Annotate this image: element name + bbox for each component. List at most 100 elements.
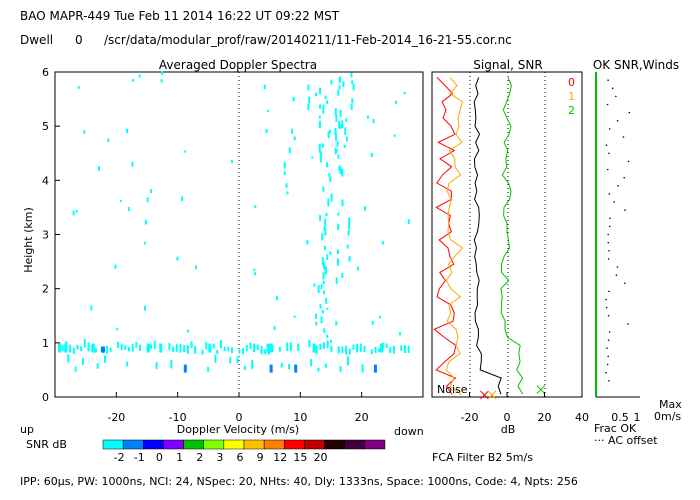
spectra-cell	[186, 329, 189, 333]
spectra-cell	[98, 166, 101, 171]
doppler-y-tick-label: 4	[42, 174, 49, 187]
signal-x-ticks: -20 0 20 40	[461, 392, 589, 424]
spectra-cell	[186, 345, 189, 355]
spectra-cell	[288, 364, 291, 370]
ok-dot	[606, 103, 609, 106]
spectra-cell	[325, 212, 328, 217]
spectra-cell	[323, 328, 326, 334]
spectra-cell	[327, 131, 330, 139]
spectra-cell	[260, 345, 263, 355]
spectra-cell	[319, 104, 322, 109]
footer-params: IPP: 60μs, PW: 1000ns, NCI: 24, NSpec: 2…	[20, 475, 578, 488]
spectra-cell	[242, 348, 245, 355]
spectra-cell	[116, 341, 119, 349]
ok-dot	[616, 266, 619, 268]
spectra-cell	[323, 262, 326, 270]
spectra-cell	[323, 342, 326, 349]
spectra-cell	[69, 344, 72, 353]
ok-dot	[607, 233, 609, 236]
colorbar-cell	[284, 439, 305, 450]
spectra-cell	[161, 71, 164, 76]
spectra-cell	[341, 273, 344, 278]
spectra-cell	[318, 115, 321, 119]
dwell-label: Dwell	[20, 33, 54, 47]
spectra-cell	[139, 344, 142, 351]
spectra-cell	[330, 79, 333, 85]
series-0-line	[433, 77, 457, 395]
spectra-cell	[321, 143, 324, 148]
spectra-cell	[322, 271, 325, 280]
spectra-cell	[168, 343, 171, 350]
doppler-x-tick-label: -10	[169, 411, 187, 424]
spectra-cell	[325, 162, 328, 168]
spectra-cell	[150, 344, 153, 350]
spectra-cell	[243, 365, 246, 370]
ok-dot	[608, 249, 610, 252]
spectra-cell	[321, 233, 324, 241]
spectra-cell	[194, 345, 197, 354]
doppler-title: Averaged Doppler Spectra	[159, 58, 317, 72]
spectra-cell	[380, 343, 384, 353]
spectra-cell	[214, 354, 217, 363]
colorbar-tick-label: 0	[156, 451, 163, 464]
spectra-cell	[338, 165, 341, 171]
spectra-cell	[310, 358, 313, 367]
ok-dot	[607, 355, 609, 358]
spectra-cell	[212, 343, 215, 349]
ok-dot	[627, 160, 630, 163]
spectra-cell	[81, 357, 84, 365]
spectra-cell	[322, 186, 325, 192]
spectra-cell	[205, 342, 208, 350]
spectra-cell	[96, 363, 99, 369]
spectra-cell	[230, 159, 233, 164]
spectra-cell	[319, 343, 322, 350]
spectra-cell	[292, 96, 295, 102]
ok-dot	[608, 152, 610, 155]
spectra-cell	[342, 81, 345, 88]
spectra-cell	[366, 115, 369, 119]
spectra-cell	[339, 167, 342, 174]
spectra-cell	[312, 343, 316, 353]
spectra-cell	[184, 150, 187, 153]
doppler-y-tick-label: 2	[42, 283, 49, 296]
spectra-cell	[385, 343, 388, 348]
spectra-cell	[345, 136, 348, 142]
spectra-cell	[181, 196, 184, 202]
spectra-cell	[201, 349, 204, 355]
ok-dot	[615, 95, 617, 98]
max-value: 0m/s	[654, 410, 681, 423]
ok-x-ticks: 0.5 1	[611, 411, 640, 424]
colorbar-cell	[263, 439, 285, 450]
spectra-cell	[336, 258, 339, 266]
spectra-cell	[138, 74, 141, 78]
spectra-cell	[269, 364, 273, 373]
doppler-xlabel: Doppler Velocity (m/s)	[177, 423, 299, 436]
doppler-panel: Averaged Doppler Spectra -20 -10 0 10 20 0 1 2…	[20, 58, 424, 438]
spectra-cell	[253, 272, 256, 276]
spectra-cell	[325, 297, 328, 304]
spectra-cell	[341, 346, 344, 354]
spectra-cell	[348, 256, 351, 262]
spectra-cell	[324, 218, 327, 226]
ok-dot	[605, 306, 608, 309]
spectra-cell	[131, 78, 134, 82]
spectra-cell	[219, 340, 222, 349]
spectra-cell	[155, 362, 158, 369]
spectra-cell	[160, 79, 163, 83]
spectra-cell	[127, 346, 130, 352]
doppler-ylabel: Height (km)	[22, 207, 35, 273]
signal-legend: 012	[568, 76, 575, 117]
filter-label: FCA Filter B2 5m/s	[432, 451, 533, 464]
spectra-cell	[291, 128, 294, 134]
spectra-cell	[297, 343, 300, 351]
spectra-cell	[216, 350, 219, 355]
spectra-cell	[371, 320, 374, 325]
colorbar-cell	[203, 439, 225, 450]
colorbar-cell	[223, 439, 245, 450]
spectra-cell	[346, 356, 349, 366]
spectra-cell	[308, 96, 311, 104]
spectra-cell	[341, 168, 344, 177]
spectra-cell	[343, 144, 346, 148]
ok-dot	[615, 274, 618, 276]
spectra-cell	[335, 114, 338, 122]
